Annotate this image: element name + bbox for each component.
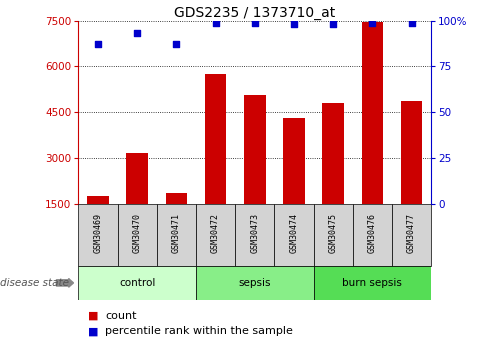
Bar — [274, 204, 314, 266]
Bar — [314, 204, 353, 266]
Bar — [166, 193, 187, 204]
Bar — [244, 95, 266, 204]
Point — [290, 22, 298, 27]
Bar — [392, 204, 431, 266]
Text: ■: ■ — [88, 311, 98, 321]
Text: GSM30471: GSM30471 — [172, 213, 181, 253]
Point — [172, 42, 180, 47]
Title: GDS2235 / 1373710_at: GDS2235 / 1373710_at — [174, 6, 336, 20]
Text: ■: ■ — [88, 326, 98, 336]
Bar — [314, 266, 431, 300]
Point — [212, 20, 220, 25]
Bar — [78, 266, 196, 300]
Point — [368, 20, 376, 25]
Point — [408, 20, 416, 25]
Text: GSM30473: GSM30473 — [250, 213, 259, 253]
Text: percentile rank within the sample: percentile rank within the sample — [105, 326, 293, 336]
Bar — [78, 204, 118, 266]
Point — [94, 42, 102, 47]
Bar — [205, 74, 226, 204]
Text: count: count — [105, 311, 137, 321]
Bar — [283, 118, 305, 204]
Point — [133, 31, 141, 36]
Text: GSM30469: GSM30469 — [94, 213, 102, 253]
Bar — [126, 153, 148, 204]
Text: GSM30476: GSM30476 — [368, 213, 377, 253]
Text: disease state: disease state — [0, 278, 69, 288]
Text: control: control — [119, 278, 155, 288]
Bar — [118, 204, 157, 266]
Text: burn sepsis: burn sepsis — [343, 278, 402, 288]
Bar — [157, 204, 196, 266]
Text: GSM30474: GSM30474 — [290, 213, 298, 253]
Bar — [322, 103, 344, 204]
Text: GSM30475: GSM30475 — [329, 213, 338, 253]
Bar — [87, 196, 109, 204]
Bar — [196, 266, 314, 300]
Bar — [235, 204, 274, 266]
Text: GSM30470: GSM30470 — [133, 213, 142, 253]
Text: GSM30477: GSM30477 — [407, 213, 416, 253]
Bar — [401, 101, 422, 204]
Point — [251, 20, 259, 25]
Bar — [362, 22, 383, 204]
Text: GSM30472: GSM30472 — [211, 213, 220, 253]
Bar — [196, 204, 235, 266]
Bar — [353, 204, 392, 266]
Text: sepsis: sepsis — [239, 278, 271, 288]
Point — [329, 22, 337, 27]
